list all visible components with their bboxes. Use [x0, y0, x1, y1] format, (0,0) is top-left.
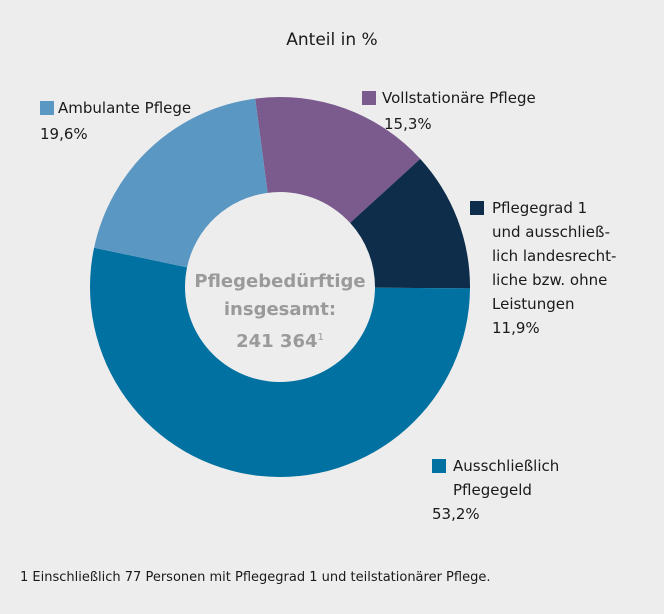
value-label: 15,3% — [384, 115, 432, 133]
legend-swatch — [362, 91, 376, 105]
value-label: 19,6% — [40, 125, 88, 143]
legend-swatch — [432, 459, 446, 473]
legend-label: Ausschließlich Pflegegeld — [453, 457, 560, 499]
center-text: Pflegebedürftige insgesamt: — [194, 271, 366, 320]
value-label: 53,2% — [432, 505, 480, 523]
center-label: Pflegebedürftige insgesamt: 241 3641 — [160, 268, 400, 356]
donut-slice — [255, 97, 421, 223]
donut-slice — [94, 98, 268, 268]
chart-title: Anteil in % — [286, 30, 378, 50]
legend-swatch — [470, 201, 484, 215]
donut-slice — [350, 158, 470, 289]
footnote: 1 Einschließlich 77 Personen mit Pflegeg… — [20, 570, 491, 585]
footnote-mark: 1 — [317, 332, 324, 343]
center-total: 241 3641 — [160, 324, 400, 356]
legend-swatch — [40, 101, 54, 115]
center-value: 241 364 — [236, 331, 318, 352]
value-label: 11,9% — [492, 319, 540, 337]
donut-slice — [90, 247, 470, 477]
legend-label: Vollstationäre Pflege — [382, 89, 536, 107]
legend-label: Pflegegrad 1 und ausschließ- lich landes… — [492, 199, 617, 313]
legend-label: Ambulante Pflege — [58, 99, 192, 117]
